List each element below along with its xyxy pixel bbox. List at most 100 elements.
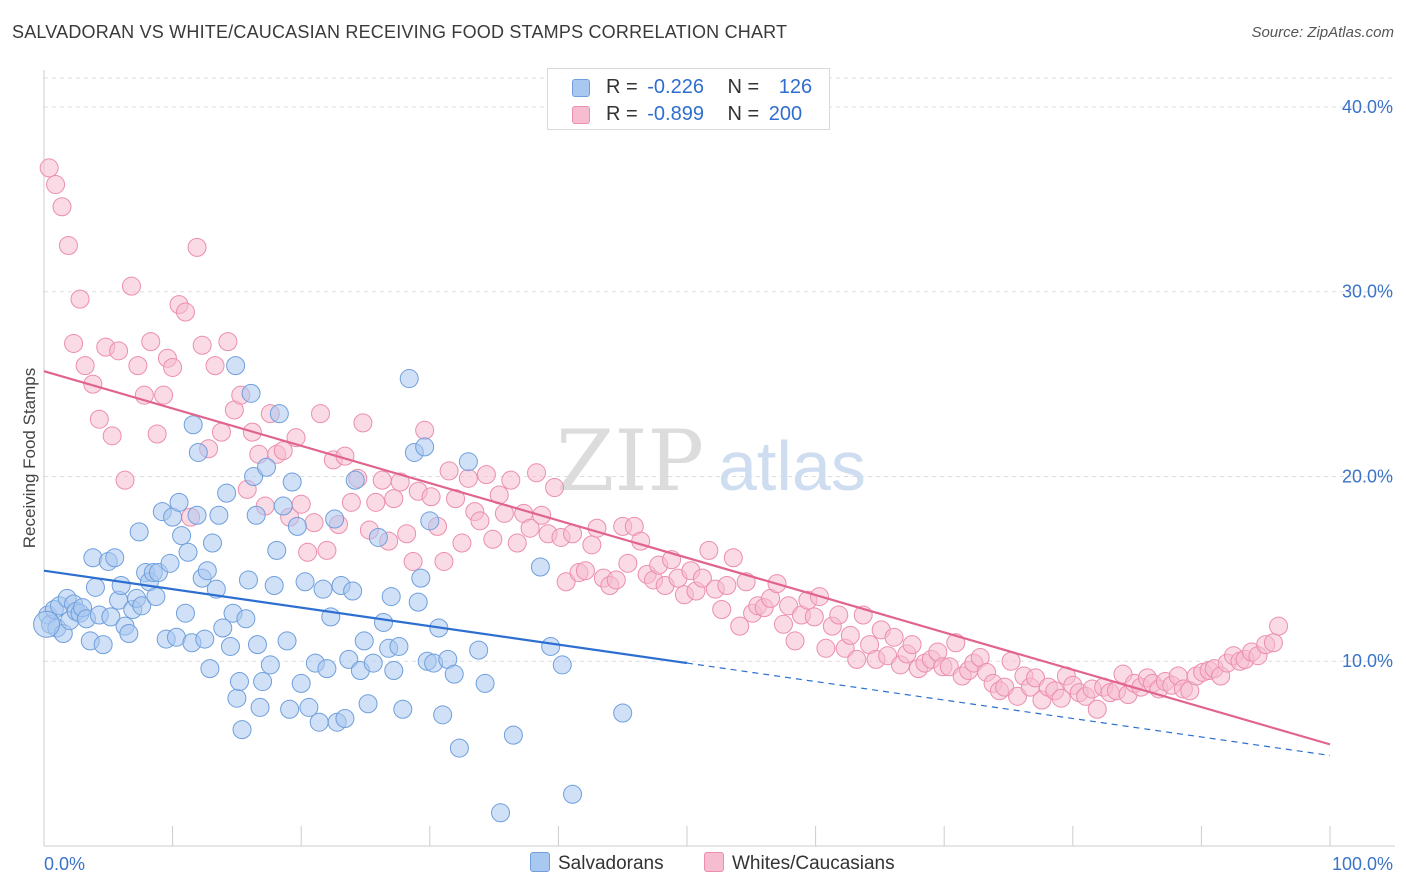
salvadoran-point xyxy=(253,672,273,692)
whites-caucasians-point xyxy=(390,472,410,492)
salvadoran-point xyxy=(458,452,478,472)
salvadoran-point xyxy=(475,673,495,693)
x-tick-label: 100.0% xyxy=(1332,854,1393,874)
legend-label: Salvadorans xyxy=(558,853,664,874)
salvadorans-points xyxy=(33,356,633,823)
salvadoran-point xyxy=(282,472,302,492)
legend-r-label: R = xyxy=(606,76,638,98)
whites-caucasians-point xyxy=(39,158,59,178)
whites-caucasians-point xyxy=(902,635,922,655)
salvadoran-point xyxy=(119,624,139,644)
whites-caucasians-point xyxy=(1026,668,1046,688)
salvadoran-point xyxy=(384,660,404,680)
whites-caucasians-point xyxy=(304,513,324,533)
salvadoran-point xyxy=(280,699,300,719)
legend-n-value: 126 xyxy=(778,76,813,98)
salvadoran-point xyxy=(374,612,394,632)
legend-n-label: N = xyxy=(727,76,760,98)
salvadoran-point xyxy=(260,655,280,675)
salvadoran-point xyxy=(295,572,315,592)
salvadoran-point xyxy=(317,659,337,679)
whites-caucasians-point xyxy=(501,470,521,490)
salvadoran-point xyxy=(503,725,523,745)
watermark-zip: ZIP xyxy=(556,412,704,510)
whites-caucasians-point xyxy=(163,357,183,377)
whites-caucasians-point xyxy=(434,551,454,571)
whites-caucasians-point xyxy=(341,492,361,512)
salvadoran-point xyxy=(552,655,572,675)
salvadoran-point xyxy=(491,803,511,823)
salvadoran-point xyxy=(229,672,249,692)
y-tick-label: 40.0% xyxy=(1342,97,1393,117)
y-tick-label: 30.0% xyxy=(1342,282,1393,302)
salvadoran-point xyxy=(111,575,131,595)
whites-caucasians-point xyxy=(1001,651,1021,671)
whites-caucasians-point xyxy=(366,492,386,512)
salvadoran-point xyxy=(339,649,359,669)
salvadoran-point xyxy=(247,635,267,655)
whites-caucasians-point xyxy=(458,468,478,488)
whites-caucasians-point xyxy=(545,478,565,498)
whites-caucasians-point xyxy=(995,677,1015,697)
whites-caucasians-point xyxy=(556,572,576,592)
salvadoran-point xyxy=(358,694,378,714)
whites-caucasians-point xyxy=(109,341,129,361)
whites-caucasians-point xyxy=(141,332,161,352)
salvadoran-point xyxy=(172,526,192,546)
legend-swatch-blue xyxy=(572,79,590,97)
salvadoran-point xyxy=(343,581,363,601)
whites-caucasians-point xyxy=(115,470,135,490)
salvadoran-point xyxy=(195,629,215,649)
legend-swatch-pink xyxy=(572,106,590,124)
correlation-legend: R = -0.226 N = 126 R = -0.899 N = 200 xyxy=(547,68,830,130)
salvadoran-point xyxy=(183,415,203,435)
whites-caucasians-point xyxy=(575,561,595,581)
legend-r-value: -0.899 xyxy=(647,103,704,125)
chart-title: SALVADORAN VS WHITE/CAUCASIAN RECEIVING … xyxy=(12,22,788,42)
legend-item-salvadorans[interactable]: Salvadorans xyxy=(530,852,664,875)
whites-caucasians-point xyxy=(205,356,225,376)
legend-item-whites-caucasians[interactable]: Whites/Caucasians xyxy=(704,852,895,875)
whites-caucasians-point xyxy=(439,461,459,481)
whites-caucasians-point xyxy=(606,570,626,590)
salvadoran-point xyxy=(206,579,226,599)
salvadoran-point xyxy=(313,579,333,599)
salvadoran-point xyxy=(241,383,261,403)
whites-trend-line xyxy=(43,370,1331,746)
legend-n-label: N = xyxy=(727,103,760,125)
whites-caucasians-point xyxy=(298,542,318,562)
whites-caucasians-point xyxy=(470,511,490,531)
legend-swatch-pink xyxy=(704,852,724,872)
whites-caucasians-point xyxy=(884,627,904,647)
salvadoran-point xyxy=(101,607,121,627)
whites-caucasians-point xyxy=(717,575,737,595)
salvadoran-point xyxy=(244,466,264,486)
salvadoran-point xyxy=(273,496,293,516)
salvadorans-trend-line xyxy=(43,569,688,665)
whites-caucasians-point xyxy=(102,426,122,446)
whites-caucasians-point xyxy=(46,175,66,195)
whites-caucasians-point xyxy=(1269,616,1289,636)
salvadoran-point xyxy=(408,592,428,612)
salvadoran-point xyxy=(93,635,113,655)
salvadoran-point xyxy=(299,697,319,717)
salvadoran-point xyxy=(250,697,270,717)
y-tick-label: 10.0% xyxy=(1342,651,1393,671)
whites-caucasians-point xyxy=(218,332,238,352)
legend-label: Whites/Caucasians xyxy=(732,853,895,874)
salvadoran-point xyxy=(411,568,431,588)
salvadoran-point xyxy=(469,640,489,660)
salvadoran-point xyxy=(563,784,583,804)
legend-r-label: R = xyxy=(606,103,638,125)
salvadoran-point xyxy=(389,636,409,656)
whites-caucasians-point xyxy=(483,529,503,549)
whites-caucasians-point xyxy=(83,374,103,394)
whites-caucasians-point xyxy=(70,289,90,309)
whites-caucasians-point xyxy=(723,548,743,568)
salvadoran-point xyxy=(146,587,166,607)
salvadoran-point xyxy=(160,553,180,573)
axes xyxy=(43,70,1395,847)
salvadoran-point xyxy=(200,659,220,679)
whites-caucasians-point xyxy=(692,568,712,588)
salvadoran-point xyxy=(246,505,266,525)
